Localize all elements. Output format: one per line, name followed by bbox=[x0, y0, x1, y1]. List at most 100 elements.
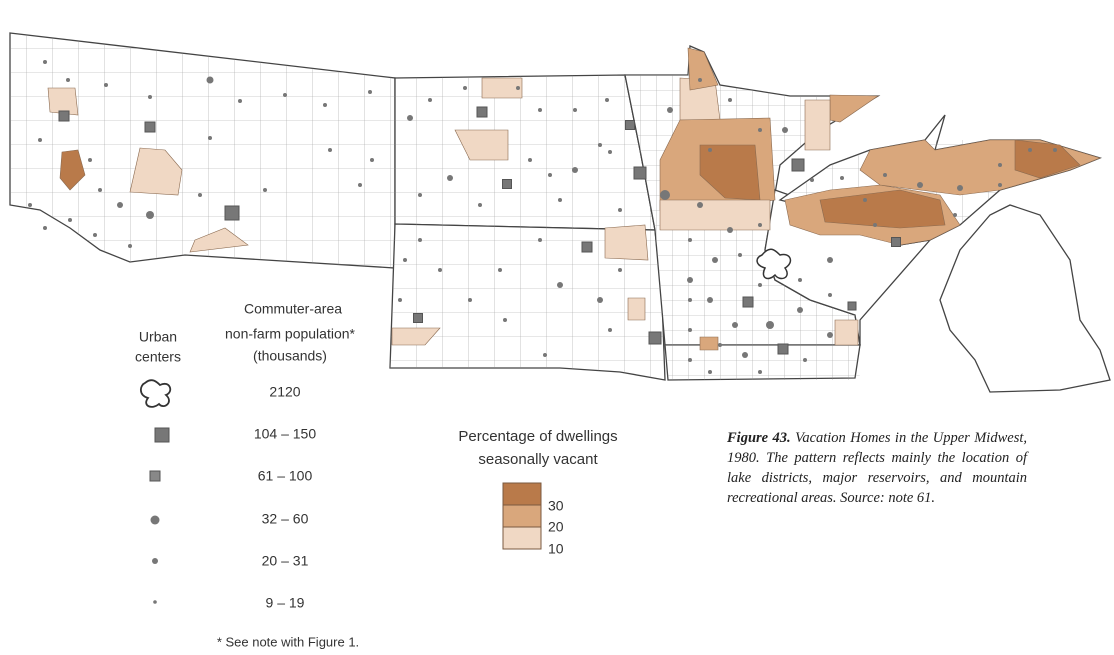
urban-dot bbox=[618, 268, 622, 272]
legend-dot bbox=[153, 600, 157, 604]
population-class-label: 104 – 150 bbox=[254, 426, 316, 442]
urban-dot bbox=[438, 268, 442, 272]
legend-dot bbox=[150, 515, 160, 525]
urban-dot bbox=[598, 143, 602, 147]
urban-dot bbox=[263, 188, 267, 192]
population-class-label: 61 – 100 bbox=[258, 468, 313, 484]
urban-dot bbox=[797, 307, 803, 313]
urban-dot bbox=[803, 358, 807, 362]
caption-figure: Figure 43. bbox=[727, 430, 791, 446]
vacancy-legend-title: seasonally vacant bbox=[478, 451, 598, 468]
shaded-area bbox=[659, 199, 771, 231]
urban-square bbox=[791, 158, 805, 172]
urban-dot bbox=[782, 127, 788, 133]
footnote: * See note with Figure 1. bbox=[217, 634, 359, 649]
urban-dot bbox=[597, 297, 603, 303]
urban-dot bbox=[428, 98, 432, 102]
urban-dot bbox=[827, 257, 833, 263]
urban-dot bbox=[863, 198, 867, 202]
shaded-area bbox=[829, 94, 879, 123]
shaded-area bbox=[47, 87, 79, 116]
urban-dot bbox=[146, 211, 154, 219]
population-class-label: 20 – 31 bbox=[262, 553, 309, 569]
urban-dot bbox=[38, 138, 42, 142]
vacancy-legend-title: Percentage of dwellings bbox=[458, 428, 617, 445]
urban-dot bbox=[917, 182, 923, 188]
urban-dot bbox=[957, 185, 963, 191]
urban-square bbox=[625, 120, 635, 130]
vacancy-shading bbox=[47, 47, 1101, 351]
urban-dot bbox=[323, 103, 327, 107]
caption-text: Vacation Homes in the Upper Midwest, 198… bbox=[727, 430, 1027, 506]
urban-dot bbox=[463, 86, 467, 90]
urban-dot bbox=[698, 78, 702, 82]
urban-dot bbox=[208, 136, 212, 140]
vacancy-swatch bbox=[502, 482, 542, 506]
vacancy-swatch bbox=[502, 504, 542, 528]
urban-dot bbox=[128, 244, 132, 248]
urban-dot bbox=[608, 150, 612, 154]
urban-dot bbox=[1053, 148, 1057, 152]
urban-square bbox=[777, 343, 789, 355]
urban-dot bbox=[93, 233, 97, 237]
population-legend-title: non-farm population* bbox=[225, 326, 356, 342]
urban-dot bbox=[738, 253, 742, 257]
urban-center-map bbox=[756, 248, 792, 280]
urban-dot bbox=[117, 202, 123, 208]
legend-square-small bbox=[149, 470, 161, 482]
shaded-area bbox=[1014, 139, 1081, 179]
urban-dot bbox=[370, 158, 374, 162]
vacancy-label: 10 bbox=[548, 541, 564, 557]
urban-dot bbox=[727, 227, 733, 233]
urban-dot bbox=[328, 148, 332, 152]
urban-square bbox=[633, 166, 647, 180]
vacancy-swatch bbox=[502, 526, 542, 550]
urban-dot bbox=[688, 358, 692, 362]
urban-dot bbox=[407, 115, 413, 121]
urban-dot bbox=[708, 148, 712, 152]
population-classes: 2120 104 – 150 61 – 100 32 – 60 20 – 31 9 – 1… bbox=[254, 384, 316, 611]
vacancy-label: 20 bbox=[548, 519, 564, 535]
urban-dot bbox=[557, 282, 563, 288]
urban-dot bbox=[712, 257, 718, 263]
shaded-area bbox=[129, 147, 183, 196]
urban-dot bbox=[758, 223, 762, 227]
urban-dot bbox=[687, 277, 693, 283]
urban-dot bbox=[810, 178, 814, 182]
urban-dot bbox=[543, 353, 547, 357]
shaded-area bbox=[481, 77, 523, 99]
urban-dot bbox=[688, 328, 692, 332]
urban-dot bbox=[498, 268, 502, 272]
urban-square bbox=[502, 179, 512, 189]
shaded-area bbox=[699, 144, 761, 201]
shaded-area bbox=[819, 189, 946, 229]
urban-dot bbox=[660, 190, 670, 200]
urban-dot bbox=[368, 90, 372, 94]
urban-dot bbox=[148, 95, 152, 99]
urban-dot bbox=[873, 223, 877, 227]
urban-square bbox=[581, 241, 593, 253]
urban-dot bbox=[732, 322, 738, 328]
urban-dot bbox=[1028, 148, 1032, 152]
population-class-label: 9 – 19 bbox=[266, 595, 305, 611]
urban-dot bbox=[548, 173, 552, 177]
urban-dot bbox=[418, 238, 422, 242]
shaded-area bbox=[454, 129, 509, 161]
urban-square bbox=[742, 296, 754, 308]
urban-dot bbox=[742, 352, 748, 358]
urban-dot bbox=[418, 193, 422, 197]
urban-dot bbox=[618, 208, 622, 212]
urban-square bbox=[476, 106, 488, 118]
urban-dot bbox=[503, 318, 507, 322]
urban-dot bbox=[558, 198, 562, 202]
urban-dot bbox=[478, 203, 482, 207]
legend-square-large bbox=[154, 427, 170, 443]
urban-dot bbox=[953, 213, 957, 217]
urban-dot bbox=[43, 60, 47, 64]
legend-dot bbox=[152, 558, 158, 564]
urban-dot bbox=[538, 238, 542, 242]
urban-dot bbox=[707, 297, 713, 303]
shaded-area bbox=[834, 319, 859, 346]
population-class-label: 2120 bbox=[269, 384, 300, 400]
